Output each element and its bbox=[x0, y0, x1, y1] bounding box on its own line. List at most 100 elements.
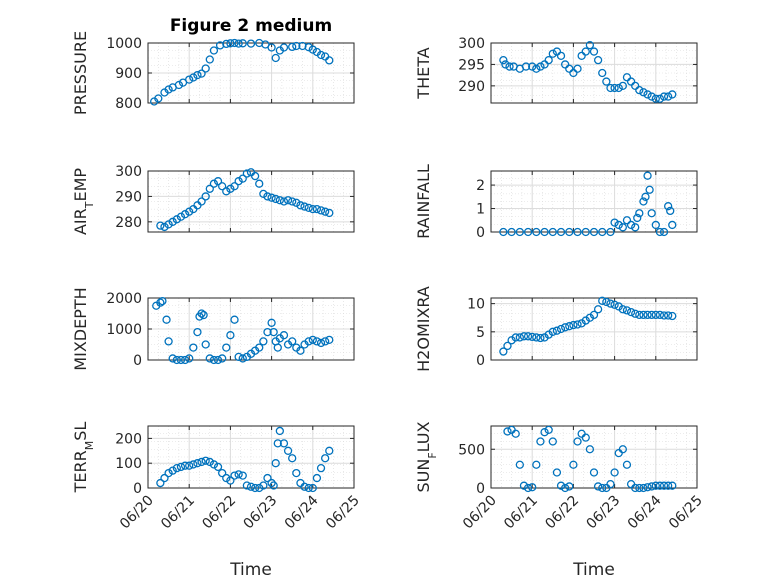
data-point bbox=[569, 320, 578, 330]
markers bbox=[156, 168, 334, 232]
data-point bbox=[180, 355, 190, 365]
data-point bbox=[279, 43, 289, 52]
markers bbox=[152, 296, 334, 365]
subplot-5: 0 1000 2000 MIXDEPTH bbox=[71, 287, 355, 371]
data-point bbox=[185, 207, 194, 216]
data-point bbox=[255, 483, 264, 493]
data-point bbox=[655, 481, 665, 490]
markers bbox=[499, 171, 677, 237]
x-axis-label-left: Time bbox=[229, 560, 272, 580]
data-point bbox=[312, 473, 322, 483]
data-point bbox=[635, 85, 644, 95]
data-point bbox=[528, 483, 537, 492]
data-point bbox=[263, 192, 272, 201]
data-point bbox=[185, 354, 194, 363]
data-point bbox=[246, 482, 256, 491]
data-point bbox=[321, 454, 330, 463]
data-point bbox=[544, 55, 553, 65]
data-point bbox=[267, 193, 276, 202]
data-point bbox=[645, 185, 654, 194]
data-point bbox=[197, 309, 206, 318]
x-tick-label: 06/24 bbox=[625, 492, 665, 532]
data-point bbox=[618, 81, 627, 91]
markers bbox=[499, 40, 677, 103]
data-point bbox=[668, 90, 677, 99]
x-tick-label: 06/21 bbox=[501, 493, 541, 533]
data-point bbox=[316, 50, 326, 60]
data-point bbox=[238, 471, 247, 480]
data-point bbox=[308, 335, 317, 345]
data-point bbox=[668, 311, 677, 321]
subplot-1: 800 900 1000 PRESSURE bbox=[71, 31, 355, 115]
data-point bbox=[589, 468, 599, 477]
data-point bbox=[168, 354, 177, 363]
data-point bbox=[180, 461, 190, 470]
data-point bbox=[647, 482, 656, 491]
data-point bbox=[242, 169, 252, 178]
axes-box bbox=[490, 170, 698, 233]
data-point bbox=[189, 460, 198, 469]
data-point bbox=[569, 68, 578, 78]
data-point bbox=[610, 468, 619, 477]
data-point bbox=[205, 354, 214, 363]
data-point bbox=[552, 47, 562, 56]
data-point bbox=[659, 311, 669, 320]
data-point bbox=[647, 92, 656, 101]
data-point bbox=[209, 355, 219, 365]
data-point bbox=[503, 427, 512, 436]
data-point bbox=[193, 70, 202, 80]
data-point bbox=[316, 338, 326, 348]
x-tick-label: 06/22 bbox=[542, 493, 582, 533]
data-point bbox=[189, 343, 198, 352]
minor-grid bbox=[490, 171, 697, 232]
y-tick-label: 290 bbox=[458, 79, 485, 95]
data-point bbox=[511, 429, 520, 438]
data-point bbox=[267, 43, 276, 52]
y-axis-label: H2OMIXRA bbox=[414, 286, 433, 372]
data-point bbox=[230, 471, 239, 480]
x-tick-label: 06/20 bbox=[460, 493, 500, 533]
data-point bbox=[209, 46, 219, 55]
data-point bbox=[664, 481, 673, 490]
data-point bbox=[164, 468, 173, 478]
data-point bbox=[296, 346, 305, 355]
data-point bbox=[581, 227, 590, 237]
data-point bbox=[540, 60, 549, 69]
data-point bbox=[598, 296, 607, 305]
data-point bbox=[606, 227, 615, 237]
data-point bbox=[279, 439, 289, 448]
data-point bbox=[292, 198, 301, 207]
data-point bbox=[308, 45, 317, 54]
data-point bbox=[532, 333, 541, 342]
data-point bbox=[263, 327, 272, 337]
data-point bbox=[154, 94, 163, 103]
data-point bbox=[222, 473, 231, 483]
data-point bbox=[176, 212, 186, 221]
data-point bbox=[528, 62, 537, 71]
y-tick-label: 2 bbox=[476, 178, 485, 194]
data-point bbox=[532, 64, 541, 73]
data-point bbox=[618, 305, 627, 314]
y-axis-label: MIXDEPTH bbox=[71, 287, 90, 370]
data-point bbox=[565, 64, 574, 73]
data-point bbox=[499, 55, 508, 65]
data-point bbox=[618, 445, 627, 454]
y-tick-label: 10 bbox=[467, 297, 485, 313]
data-point bbox=[201, 456, 210, 465]
data-point bbox=[234, 177, 243, 186]
data-point bbox=[273, 439, 282, 448]
data-point bbox=[589, 47, 599, 56]
data-point bbox=[655, 227, 665, 237]
data-point bbox=[618, 223, 627, 232]
y-tick-label: 0 bbox=[476, 225, 485, 241]
data-point bbox=[226, 331, 235, 340]
data-point bbox=[540, 428, 549, 437]
data-point bbox=[639, 310, 648, 320]
subplot-8: 0 500 06/20 06/21 06/22 06/23 06/24 06/25 SUNFLU… bbox=[414, 421, 706, 532]
data-point bbox=[321, 207, 330, 216]
data-point bbox=[164, 85, 173, 94]
data-point bbox=[160, 222, 169, 232]
data-point bbox=[259, 189, 268, 199]
data-point bbox=[162, 315, 171, 324]
subplot-2: 290 295 300 THETA bbox=[414, 36, 698, 104]
